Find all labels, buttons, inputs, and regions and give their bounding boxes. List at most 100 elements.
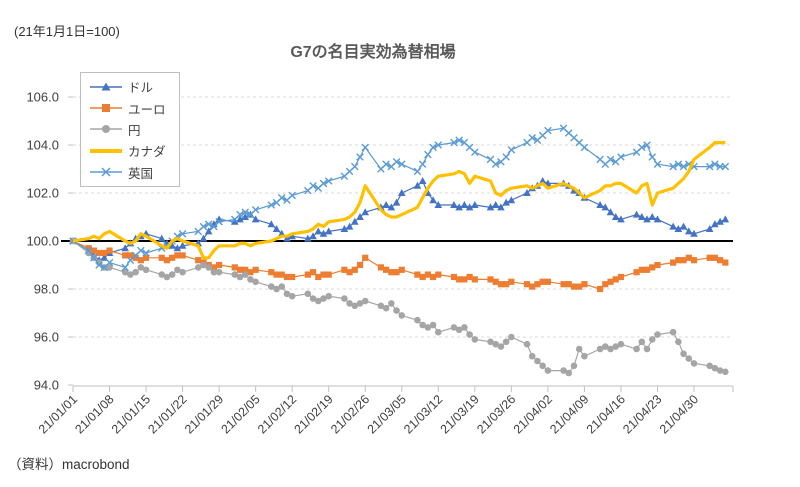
canada-line-icon [90,148,122,153]
marker-ユーロ [508,278,515,285]
y-axis-label: 96.0 [34,330,59,345]
legend-item-dollar: ドル [89,77,179,97]
marker-英国 [507,146,516,154]
marker-円 [210,268,218,276]
marker-英国 [204,220,213,228]
x-axis-label: 21/03/26 [474,392,518,436]
marker-ユーロ [654,261,661,269]
marker-円 [502,338,510,346]
marker-ドル [267,220,276,228]
marker-ユーロ [247,269,254,276]
marker-英国 [424,150,432,159]
marker-円 [414,316,421,324]
marker-英国 [277,194,286,202]
x-axis-label: 21/03/19 [438,392,482,436]
marker-ユーロ [503,281,510,288]
marker-ドル [460,201,469,208]
legend-label-dollar: ドル [128,81,154,96]
marker-ドル [507,196,516,204]
marker-ユーロ [325,271,332,278]
marker-円 [247,276,254,283]
marker-ユーロ [174,252,181,259]
marker-円 [158,271,166,278]
legend-label-yen: 円 [128,123,141,138]
marker-英国 [84,246,93,255]
marker-円 [325,292,333,300]
marker-ユーロ [351,266,358,273]
x-axis-label: 21/01/08 [72,392,116,436]
marker-ユーロ [424,271,431,278]
x-axis-label: 21/04/16 [584,392,628,436]
marker-ユーロ [419,273,426,281]
source-note: （資料）macrobond [8,457,130,472]
marker-円 [466,331,473,338]
marker-ユーロ [273,271,280,278]
marker-ユーロ [268,269,275,276]
marker-英国 [324,177,333,185]
marker-ドル [617,215,625,223]
marker-円 [455,326,463,334]
marker-円 [607,345,614,353]
uk-line-marker-icon [90,167,122,177]
marker-ユーロ [346,269,353,276]
marker-円 [565,369,573,377]
marker-円 [643,345,651,353]
marker-英国 [236,210,244,219]
marker-ユーロ [341,266,348,273]
marker-ドル [491,201,500,208]
x-axis-label: 21/02/12 [255,392,299,436]
marker-ドル [653,215,662,223]
marker-ユーロ [231,264,238,271]
marker-英国 [429,143,437,152]
marker-ドル [230,217,239,225]
marker-英国 [648,153,657,161]
marker-ユーロ [106,247,113,254]
marker-ユーロ [163,257,171,264]
marker-ドル [361,208,370,216]
marker-ユーロ [283,273,291,281]
legend-item-uk: 英国 [89,162,179,182]
marker-ユーロ [581,281,588,288]
marker-円 [288,292,296,300]
marker-英国 [142,249,150,257]
marker-ユーロ [680,257,687,264]
marker-ユーロ [492,278,499,285]
marker-円 [268,283,275,290]
marker-円 [361,297,369,305]
marker-ユーロ [706,254,713,261]
x-axis-label: 21/04/23 [620,392,664,436]
marker-ユーロ [529,283,536,290]
marker-英国 [251,206,260,214]
marker-ユーロ [670,259,677,266]
marker-ユーロ [602,281,609,288]
marker-ドル [382,201,390,208]
legend-item-euro: ユーロ [89,98,179,118]
marker-ドル [100,253,109,261]
marker-ドル [679,222,688,230]
marker-ユーロ [643,266,651,273]
marker-英国 [434,141,443,149]
marker-円 [601,343,609,350]
marker-ユーロ [179,252,186,259]
marker-ドル [121,244,129,252]
marker-円 [560,367,567,374]
marker-英国 [653,160,662,168]
marker-円 [231,271,239,278]
marker-ドル [324,227,333,235]
marker-英国 [643,141,651,149]
marker-円 [382,304,390,312]
marker-円 [716,367,724,374]
marker-ドル [429,196,437,204]
marker-ユーロ [565,281,572,288]
marker-ドル [397,189,406,196]
marker-ユーロ [649,264,656,271]
marker-円 [132,268,139,276]
marker-円 [497,343,505,350]
x-axis-label: 21/01/29 [182,392,226,436]
y-axis-label: 94.0 [34,378,59,393]
marker-ユーロ [560,281,567,288]
marker-ドル [418,177,427,184]
x-axis-label: 21/04/02 [511,392,555,436]
marker-英国 [288,191,296,200]
marker-ドル [309,232,317,240]
